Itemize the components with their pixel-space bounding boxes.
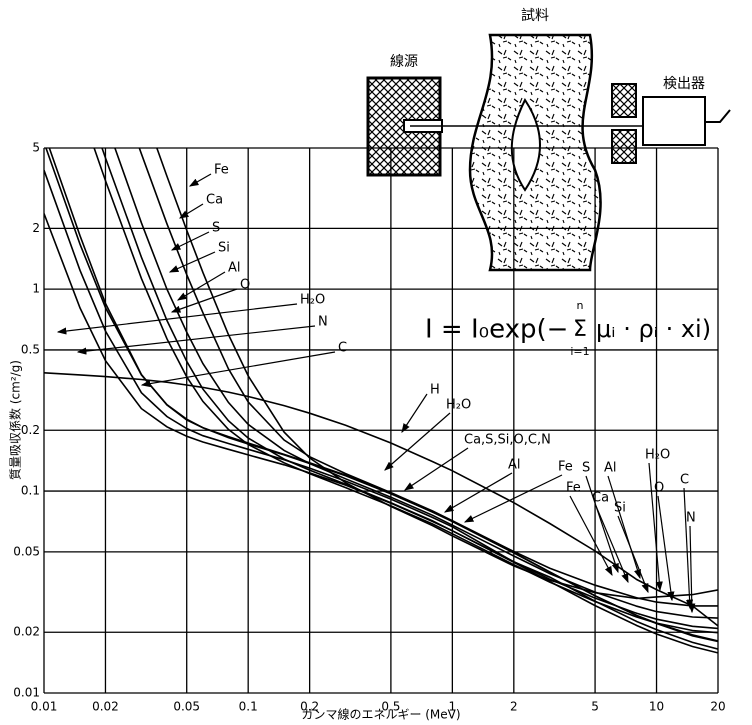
pointer bbox=[657, 495, 675, 602]
formula-tail: μᵢ · ρᵢ · xi) bbox=[596, 315, 711, 343]
pointer bbox=[56, 303, 298, 335]
x-tick-label: 2 bbox=[510, 700, 518, 714]
x-tick-label: 0.02 bbox=[92, 700, 119, 714]
pointer bbox=[170, 288, 238, 313]
pointer bbox=[140, 351, 336, 388]
source-label: 線源 bbox=[390, 54, 418, 70]
curve-label: H₂O bbox=[300, 293, 325, 308]
curve bbox=[93, 148, 718, 634]
pointer bbox=[404, 447, 469, 491]
pointer bbox=[683, 487, 694, 610]
sample-label: 試料 bbox=[521, 8, 549, 24]
formula-upper: n bbox=[577, 299, 584, 312]
y-tick-label: 0.05 bbox=[13, 544, 40, 558]
y-tick-label: 1 bbox=[32, 282, 40, 296]
y-tick-label: 0.02 bbox=[13, 625, 40, 639]
pointer bbox=[617, 515, 649, 594]
apparatus: 線源 試料 検出器 bbox=[366, 8, 731, 272]
curve-label: N bbox=[686, 511, 696, 526]
curve-label: O bbox=[654, 481, 664, 496]
curve-label: O bbox=[240, 278, 250, 293]
curve-label: S bbox=[582, 461, 590, 476]
x-tick-label: 20 bbox=[710, 700, 725, 714]
pointer bbox=[595, 505, 629, 584]
pointer bbox=[76, 325, 316, 355]
curve bbox=[44, 213, 718, 654]
y-tick-label: 2 bbox=[32, 221, 40, 235]
curve bbox=[45, 148, 718, 642]
x-tick-label: 0.2 bbox=[300, 700, 319, 714]
curve bbox=[44, 169, 718, 650]
curve bbox=[138, 148, 718, 607]
x-tick-label: 0.01 bbox=[31, 700, 58, 714]
curve-label: Si bbox=[218, 241, 230, 256]
curve-label: Al bbox=[508, 458, 521, 473]
pointer bbox=[401, 393, 428, 434]
pointer bbox=[585, 475, 619, 574]
curve-label: Ca bbox=[206, 193, 223, 208]
formula-lower: i=1 bbox=[570, 345, 589, 358]
x-tick-label: 0.05 bbox=[173, 700, 200, 714]
pointer bbox=[648, 462, 663, 592]
x-axis-label: ガンマ線のエネルギー (MeV) bbox=[301, 707, 460, 722]
curve bbox=[114, 148, 718, 619]
curve-label: H bbox=[430, 383, 440, 398]
y-axis-label: 質量吸収係数 (cm²/g) bbox=[8, 360, 23, 480]
curve-label: C bbox=[338, 341, 347, 356]
formula: I = I₀exp(− Σ n i=1 μᵢ · ρᵢ · xi) bbox=[425, 299, 711, 358]
curve-label: C bbox=[680, 473, 689, 488]
pointer bbox=[176, 271, 226, 301]
y-tick-label: 0.2 bbox=[21, 423, 40, 437]
pointer bbox=[569, 495, 613, 577]
pointer bbox=[168, 251, 216, 273]
curve-label: Al bbox=[604, 461, 617, 476]
y-tick-label: 0.1 bbox=[21, 484, 40, 498]
y-tick-label: 0.5 bbox=[21, 342, 40, 356]
formula-sum: Σ bbox=[573, 317, 587, 342]
x-tick-label: 0.1 bbox=[239, 700, 258, 714]
pointer bbox=[384, 412, 451, 471]
curve-label: Ca,S,Si,O,C,N bbox=[464, 433, 551, 448]
x-tick-label: 5 bbox=[591, 700, 599, 714]
curve-label: S bbox=[212, 221, 220, 236]
pointer bbox=[443, 472, 513, 513]
x-tick-label: 10 bbox=[649, 700, 664, 714]
detector-label: 検出器 bbox=[663, 76, 705, 92]
curve-label: N bbox=[318, 315, 328, 330]
curve-label: Al bbox=[228, 261, 241, 276]
curve-label: H₂O bbox=[645, 448, 670, 463]
curve-label: Fe bbox=[214, 163, 229, 178]
curve-label: Fe bbox=[566, 481, 581, 496]
x-tick-label: 1 bbox=[449, 700, 457, 714]
pointer bbox=[688, 525, 696, 614]
curve-label: Si bbox=[614, 501, 626, 516]
curve-label: Fe bbox=[558, 460, 573, 475]
curves bbox=[44, 148, 718, 654]
curve-label: Ca bbox=[592, 491, 609, 506]
y-tick-label: 5 bbox=[32, 141, 40, 155]
pointer bbox=[188, 173, 212, 187]
pointer bbox=[178, 203, 204, 219]
curve-label: H₂O bbox=[446, 398, 471, 413]
pointer bbox=[607, 475, 641, 580]
y-tick-label: 0.01 bbox=[13, 686, 40, 700]
pointer bbox=[463, 474, 563, 523]
pointer bbox=[170, 231, 210, 251]
formula-main: I = I₀exp(− bbox=[425, 315, 568, 345]
x-tick-label: 0.5 bbox=[381, 700, 400, 714]
